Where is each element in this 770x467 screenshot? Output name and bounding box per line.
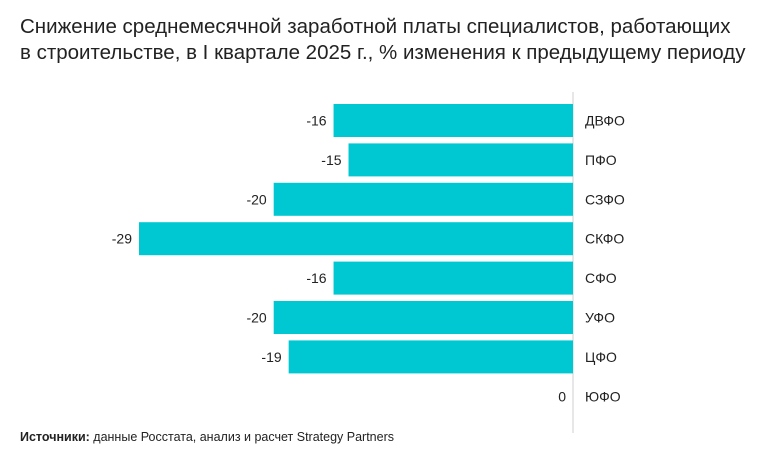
bar-1 xyxy=(348,143,573,177)
value-label-4: -16 xyxy=(306,270,326,286)
value-label-3: -29 xyxy=(112,231,132,247)
category-label-6: ЦФО xyxy=(585,349,617,365)
bar-5 xyxy=(273,301,573,334)
category-label-2: СЗФО xyxy=(585,191,625,207)
category-label-4: СФО xyxy=(585,270,617,286)
value-label-6: -19 xyxy=(261,349,281,365)
value-label-7: 0 xyxy=(558,388,566,404)
category-label-0: ДВФО xyxy=(585,113,625,129)
category-label-5: УФО xyxy=(585,310,615,326)
category-label-3: СКФО xyxy=(585,231,624,247)
chart-title-line-2: в строительстве, в I квартале 2025 г., %… xyxy=(20,41,746,64)
bar-0 xyxy=(333,104,573,137)
value-label-1: -15 xyxy=(321,152,341,168)
bar-3 xyxy=(139,222,573,256)
source-note: Источники: данные Росстата, анализ и рас… xyxy=(20,430,394,444)
source-label: Источники: xyxy=(20,430,90,444)
bar-6 xyxy=(288,340,573,374)
value-label-5: -20 xyxy=(246,310,266,326)
category-label-1: ПФО xyxy=(585,152,617,168)
category-label-7: ЮФО xyxy=(585,388,621,404)
chart-title: Снижение среднемесячной заработной платы… xyxy=(20,14,760,66)
bar-2 xyxy=(273,182,573,216)
bar-4 xyxy=(333,261,573,295)
source-text: данные Росстата, анализ и расчет Strateg… xyxy=(89,430,394,444)
value-label-2: -20 xyxy=(246,191,266,207)
chart-title-line-1: Снижение среднемесячной заработной платы… xyxy=(20,15,731,38)
value-label-0: -16 xyxy=(306,113,326,129)
